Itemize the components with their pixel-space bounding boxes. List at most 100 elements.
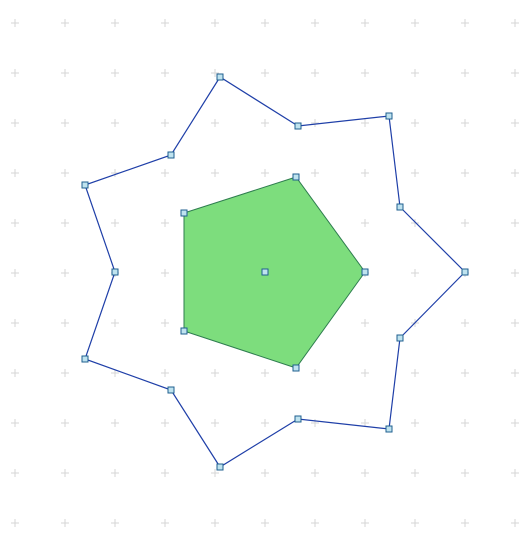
grid-cross-mark bbox=[211, 19, 219, 27]
center-handle[interactable] bbox=[261, 268, 269, 276]
grid-cross-mark bbox=[461, 69, 469, 77]
grid-cross-mark bbox=[461, 319, 469, 327]
grid-cross-mark bbox=[211, 69, 219, 77]
grid-cross-mark bbox=[111, 19, 119, 27]
outer-vertex-handle[interactable] bbox=[294, 122, 302, 130]
grid-cross-mark bbox=[161, 19, 169, 27]
grid-cross-mark bbox=[111, 119, 119, 127]
grid-cross-mark bbox=[461, 519, 469, 527]
outer-vertex-handle[interactable] bbox=[385, 112, 393, 120]
grid-cross-mark bbox=[11, 19, 19, 27]
grid-cross-mark bbox=[261, 419, 269, 427]
inner-vertex-handle[interactable] bbox=[180, 209, 188, 217]
grid-cross-mark bbox=[211, 369, 219, 377]
grid-cross-mark bbox=[61, 369, 69, 377]
outer-vertex-handle[interactable] bbox=[216, 463, 224, 471]
grid-cross-mark bbox=[411, 219, 419, 227]
grid-cross-mark bbox=[411, 469, 419, 477]
inner-vertex-handle[interactable] bbox=[180, 327, 188, 335]
outer-vertex-handle[interactable] bbox=[167, 386, 175, 394]
grid-cross-mark bbox=[111, 519, 119, 527]
grid-cross-mark bbox=[361, 19, 369, 27]
grid-cross-mark bbox=[261, 469, 269, 477]
grid-cross-mark bbox=[11, 69, 19, 77]
grid-cross-mark bbox=[61, 119, 69, 127]
grid-cross-mark bbox=[11, 519, 19, 527]
grid-cross-mark bbox=[511, 369, 519, 377]
grid-cross-mark bbox=[61, 419, 69, 427]
outer-vertex-handle[interactable] bbox=[294, 415, 302, 423]
grid-cross-mark bbox=[111, 469, 119, 477]
grid-cross-mark bbox=[511, 319, 519, 327]
inner-vertex-handle[interactable] bbox=[361, 268, 369, 276]
grid-cross-mark bbox=[361, 369, 369, 377]
grid-cross-mark bbox=[461, 219, 469, 227]
grid-cross-mark bbox=[11, 419, 19, 427]
outer-vertex-handle[interactable] bbox=[461, 268, 469, 276]
outer-vertex-handle[interactable] bbox=[81, 181, 89, 189]
grid-cross-mark bbox=[11, 169, 19, 177]
outer-vertex-handle[interactable] bbox=[81, 355, 89, 363]
grid-cross-mark bbox=[461, 469, 469, 477]
grid-cross-mark bbox=[61, 269, 69, 277]
grid-cross-mark bbox=[411, 169, 419, 177]
grid-cross-mark bbox=[261, 69, 269, 77]
grid-cross-mark bbox=[361, 319, 369, 327]
grid-cross-mark bbox=[461, 119, 469, 127]
inner-pentagon[interactable] bbox=[183, 176, 366, 369]
grid-cross-mark bbox=[361, 419, 369, 427]
grid-cross-mark bbox=[211, 419, 219, 427]
grid-cross-mark bbox=[461, 369, 469, 377]
grid-cross-mark bbox=[161, 369, 169, 377]
grid-cross-mark bbox=[511, 269, 519, 277]
grid-cross-mark bbox=[311, 169, 319, 177]
grid-cross-mark bbox=[361, 519, 369, 527]
grid-cross-mark bbox=[311, 369, 319, 377]
grid-cross-mark bbox=[411, 419, 419, 427]
grid-cross-mark bbox=[411, 69, 419, 77]
outer-vertex-handle[interactable] bbox=[396, 203, 404, 211]
grid-cross-mark bbox=[11, 119, 19, 127]
grid-cross-mark bbox=[211, 169, 219, 177]
grid-cross-mark bbox=[311, 119, 319, 127]
grid-cross-mark bbox=[161, 319, 169, 327]
grid-cross-mark bbox=[361, 119, 369, 127]
grid-cross-mark bbox=[211, 119, 219, 127]
grid-cross-mark bbox=[61, 169, 69, 177]
grid-cross-mark bbox=[311, 519, 319, 527]
outer-vertex-handle[interactable] bbox=[385, 425, 393, 433]
vertex-handles[interactable] bbox=[81, 73, 469, 471]
grid-cross-mark bbox=[11, 469, 19, 477]
grid-cross-mark bbox=[311, 469, 319, 477]
grid-cross-mark bbox=[311, 19, 319, 27]
grid-cross-mark bbox=[111, 69, 119, 77]
grid-cross-mark bbox=[511, 519, 519, 527]
grid-cross-mark bbox=[61, 219, 69, 227]
grid-cross-mark bbox=[161, 419, 169, 427]
grid-cross-mark bbox=[61, 519, 69, 527]
grid-cross-mark bbox=[411, 269, 419, 277]
grid-cross-mark bbox=[311, 69, 319, 77]
outer-vertex-handle[interactable] bbox=[396, 334, 404, 342]
outer-vertex-handle[interactable] bbox=[216, 73, 224, 81]
grid-cross-mark bbox=[161, 469, 169, 477]
grid-cross-mark bbox=[511, 419, 519, 427]
grid-cross-mark bbox=[161, 119, 169, 127]
inner-vertex-handle[interactable] bbox=[292, 364, 300, 372]
grid-cross-mark bbox=[511, 119, 519, 127]
grid-cross-mark bbox=[11, 369, 19, 377]
grid-cross-mark bbox=[61, 469, 69, 477]
outer-vertex-handle[interactable] bbox=[111, 268, 119, 276]
grid-cross-mark bbox=[161, 519, 169, 527]
grid-cross-mark bbox=[161, 269, 169, 277]
grid-cross-mark bbox=[111, 419, 119, 427]
grid-cross-mark bbox=[361, 169, 369, 177]
outer-vertex-handle[interactable] bbox=[167, 151, 175, 159]
inner-vertex-handle[interactable] bbox=[292, 173, 300, 181]
grid-cross-mark bbox=[511, 19, 519, 27]
grid-cross-mark bbox=[511, 69, 519, 77]
grid-cross-mark bbox=[361, 219, 369, 227]
grid-cross-mark bbox=[111, 219, 119, 227]
